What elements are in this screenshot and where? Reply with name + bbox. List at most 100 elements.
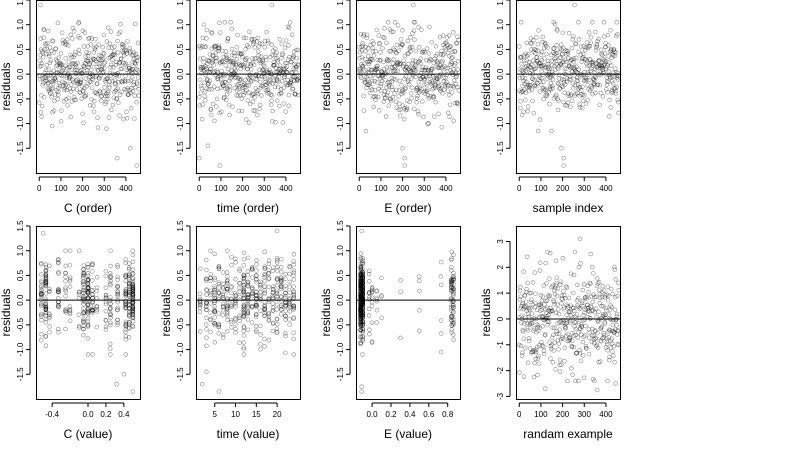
data-point: [214, 68, 219, 74]
data-point: [532, 83, 537, 89]
data-point: [599, 64, 605, 69]
data-point: [90, 307, 95, 313]
x-axis-label: sample index: [533, 201, 604, 215]
data-point: [415, 87, 421, 93]
data-point: [257, 102, 263, 108]
data-point: [108, 322, 113, 328]
data-point: [429, 79, 435, 84]
data-point: [531, 49, 536, 54]
data-point: [517, 75, 522, 81]
data-point: [360, 307, 366, 312]
data-point: [103, 324, 109, 330]
data-point: [283, 276, 288, 281]
data-point: [401, 58, 406, 64]
data-point: [220, 83, 226, 88]
data-point: [531, 66, 537, 72]
data-point: [424, 89, 430, 94]
data-point: [109, 53, 114, 58]
data-point: [613, 381, 618, 386]
data-point: [111, 89, 117, 95]
data-point: [67, 307, 73, 312]
data-point: [401, 61, 407, 67]
data-point: [358, 283, 363, 289]
data-point: [120, 44, 125, 50]
data-point: [596, 36, 601, 42]
data-point: [126, 321, 132, 327]
data-point: [531, 328, 536, 333]
data-point: [360, 290, 366, 296]
data-point: [254, 289, 259, 294]
data-point: [609, 55, 614, 61]
data-point: [58, 62, 63, 67]
data-point: [358, 251, 364, 256]
data-point: [572, 64, 577, 70]
data-point: [295, 76, 301, 82]
data-point: [360, 352, 365, 357]
data-point: [291, 259, 296, 264]
data-point: [278, 294, 284, 299]
data-point: [437, 73, 443, 78]
data-point: [38, 291, 44, 297]
data-point: [212, 290, 217, 295]
data-point: [413, 48, 419, 54]
data-point: [610, 51, 615, 57]
data-point: [197, 103, 202, 108]
data-point: [530, 98, 535, 104]
data-point: [538, 260, 543, 266]
data-point: [597, 82, 603, 88]
y-tick-label: -1.0: [176, 342, 185, 356]
data-point: [213, 49, 219, 55]
data-point: [205, 57, 210, 63]
data-point: [224, 289, 230, 294]
data-point: [46, 88, 52, 94]
data-point: [358, 288, 364, 294]
data-point: [103, 318, 109, 323]
data-point: [237, 268, 242, 274]
data-point: [117, 60, 123, 65]
data-point: [130, 309, 135, 315]
data-point: [287, 309, 293, 314]
data-point: [43, 273, 49, 279]
data-point: [219, 68, 224, 74]
data-point: [199, 70, 204, 76]
data-point: [237, 315, 242, 321]
data-point: [415, 109, 421, 114]
data-point: [524, 254, 530, 260]
data-point: [560, 52, 565, 57]
data-point: [254, 279, 259, 285]
data-point: [103, 93, 108, 99]
y-tick-label: -1.5: [336, 367, 345, 381]
data-point: [270, 286, 276, 292]
data-point: [111, 65, 116, 70]
data-point: [360, 255, 365, 261]
data-point: [417, 278, 422, 284]
data-point: [359, 389, 364, 394]
data-point: [614, 323, 619, 328]
data-point: [455, 58, 461, 64]
data-point: [255, 35, 261, 41]
y-tick-label: -1: [496, 341, 505, 349]
data-point: [85, 306, 91, 312]
data-point: [420, 99, 425, 104]
y-tick-label: 0.0: [336, 294, 345, 306]
data-point: [418, 88, 423, 94]
data-point: [223, 79, 228, 85]
data-point: [360, 287, 365, 293]
data-point: [414, 88, 419, 93]
data-point: [266, 261, 272, 267]
data-point: [519, 68, 525, 73]
data-point: [358, 296, 364, 302]
data-point: [365, 46, 371, 51]
data-point: [451, 276, 456, 282]
data-point: [274, 78, 280, 84]
data-point: [70, 60, 76, 66]
data-point: [85, 352, 91, 357]
data-point: [123, 289, 129, 295]
data-point: [360, 274, 365, 280]
data-point: [108, 301, 113, 307]
data-point: [130, 301, 136, 306]
data-point: [393, 99, 399, 105]
data-point: [130, 297, 136, 302]
data-point: [609, 286, 614, 292]
data-point: [109, 45, 115, 50]
